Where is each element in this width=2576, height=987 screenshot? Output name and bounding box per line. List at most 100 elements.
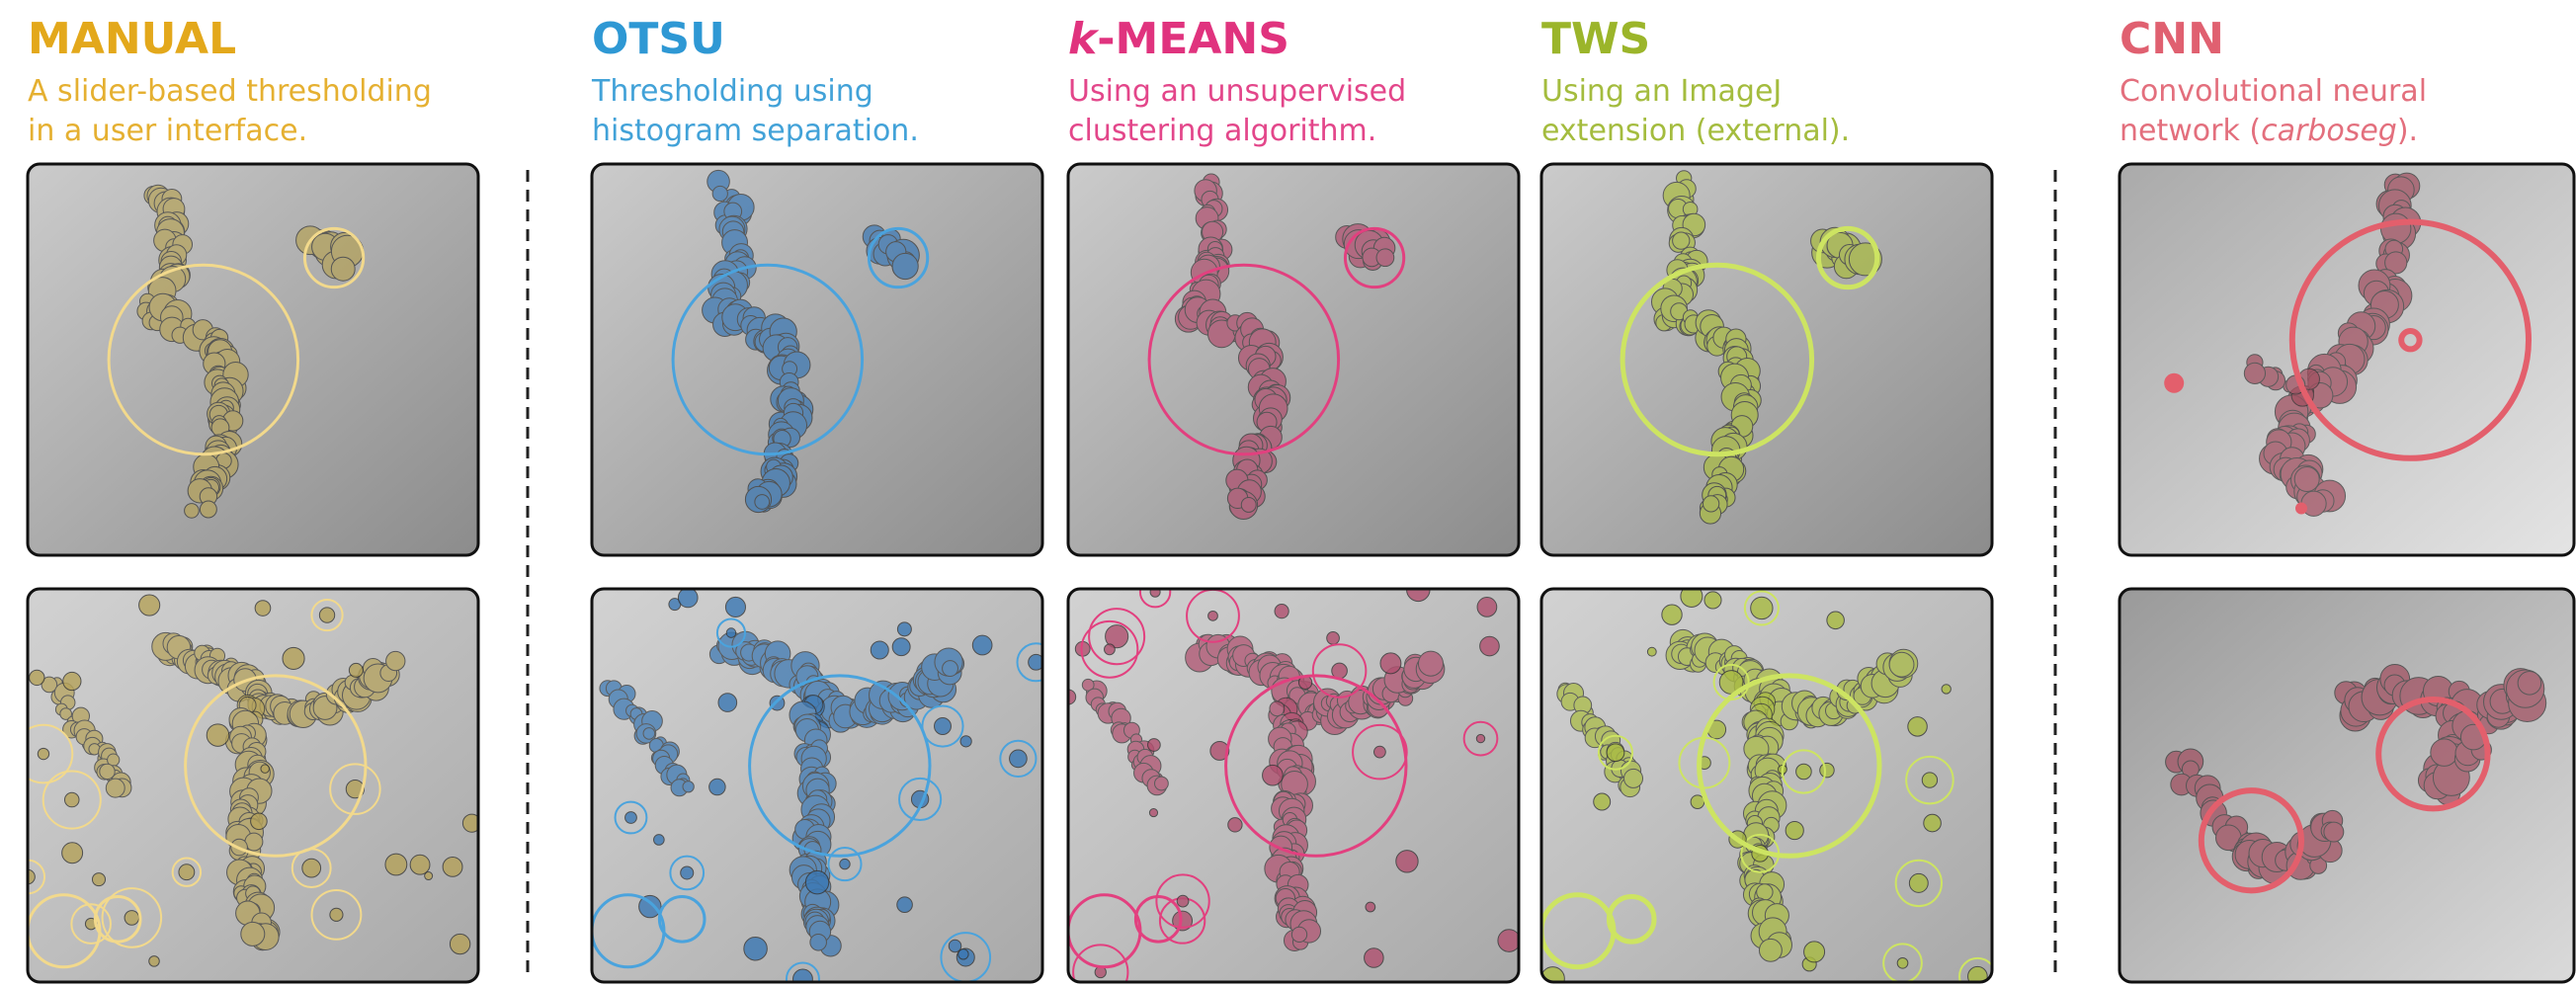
gyration-circle <box>1138 589 1172 609</box>
gyration-circle <box>184 674 368 858</box>
blob <box>948 939 962 953</box>
description-part: Using an ImageJ <box>1541 74 1782 109</box>
method-description: Convolutional neural <box>2119 74 2427 109</box>
image-panel <box>592 164 1042 555</box>
gyration-circle <box>2198 787 2304 894</box>
blob <box>240 921 266 946</box>
blob <box>891 637 911 657</box>
blob <box>2379 212 2412 245</box>
blob <box>1081 678 1095 692</box>
blob <box>1606 743 1625 763</box>
description-part: histogram separation. <box>592 114 919 148</box>
particle <box>1650 170 1762 525</box>
blob <box>1009 749 1028 769</box>
description-part: A slider-based thresholding <box>28 74 432 109</box>
gyration-circle <box>1905 755 1954 805</box>
particle <box>862 224 920 281</box>
blob <box>717 693 738 712</box>
blob <box>1661 604 1683 625</box>
gyration-circle <box>1155 873 1210 929</box>
gyration-circle <box>2398 328 2423 353</box>
blob <box>91 872 107 887</box>
blob <box>1908 872 1929 893</box>
gyration-circle <box>107 263 300 456</box>
blob <box>1147 738 1161 752</box>
image-panel <box>1541 589 1992 982</box>
title-part: k <box>1068 14 1100 64</box>
gyration-circle <box>614 800 648 835</box>
gyration-circle <box>1781 749 1826 794</box>
blob <box>1750 596 1774 620</box>
blob <box>1479 635 1500 657</box>
gyration-circle <box>1597 734 1633 771</box>
method-description: Using an ImageJ <box>1541 74 1782 109</box>
panel-border <box>1539 587 1994 984</box>
gyration-circle <box>70 903 112 945</box>
blob <box>1262 764 1284 786</box>
blob <box>1274 604 1289 619</box>
blob <box>891 252 919 281</box>
gyration-circle <box>2375 696 2491 812</box>
blob <box>1785 820 1804 841</box>
particle <box>1081 678 1169 796</box>
blob <box>942 660 958 678</box>
particle <box>789 694 842 957</box>
blob <box>63 791 80 808</box>
gyration-circle <box>1072 944 1129 982</box>
method-title: MANUAL <box>28 14 236 64</box>
gyration-circle <box>28 723 74 784</box>
gyration-circle <box>671 263 865 456</box>
blob <box>301 858 322 878</box>
blob <box>2430 738 2458 767</box>
blob <box>870 640 889 660</box>
blob <box>1372 745 1386 759</box>
particle <box>702 169 814 514</box>
blob <box>62 671 82 692</box>
blob <box>680 865 695 880</box>
image-panel <box>28 164 478 555</box>
description-part: network ( <box>2119 114 2261 148</box>
blob <box>1907 716 1928 737</box>
method-description: Thresholding using <box>591 74 873 109</box>
gyration-circle <box>669 855 706 891</box>
panel-border <box>1066 587 1521 984</box>
blob <box>461 813 478 833</box>
gyration-circle <box>310 888 363 941</box>
panel-border <box>26 587 480 984</box>
blob <box>1646 646 1657 657</box>
description-part: ). <box>2397 114 2418 148</box>
blob <box>653 834 665 846</box>
blob <box>184 503 200 519</box>
blob <box>1758 938 1783 962</box>
blob <box>1375 248 1395 268</box>
particle <box>1335 223 1396 271</box>
panel-border <box>2118 162 2576 557</box>
blob <box>330 256 356 282</box>
blob <box>725 627 737 638</box>
gyration-circle <box>1311 643 1368 699</box>
title-part: OTSU <box>592 14 725 64</box>
gyration-circle <box>42 770 102 830</box>
method-description: Using an unsupervised <box>1068 74 1406 109</box>
blob <box>105 778 125 798</box>
blob <box>1209 740 1230 761</box>
micrograph <box>1068 164 1519 555</box>
blob <box>792 968 813 982</box>
blob <box>449 933 471 955</box>
blob <box>1172 910 1194 932</box>
panel-border <box>1539 162 1994 557</box>
title-part: -MEANS <box>1097 14 1289 64</box>
blob <box>1680 589 1703 608</box>
method-title: k-MEANS <box>1068 14 1289 64</box>
image-panel <box>1068 164 1519 555</box>
gyration-circle <box>2288 218 2532 461</box>
blob <box>957 948 969 960</box>
blob <box>409 854 431 875</box>
blob <box>1105 624 1129 649</box>
blob <box>1541 966 1565 982</box>
particle <box>136 184 249 519</box>
gyration-circle <box>867 226 930 289</box>
blob <box>638 894 662 919</box>
blob <box>1290 926 1308 944</box>
gyration-circle <box>748 674 932 858</box>
